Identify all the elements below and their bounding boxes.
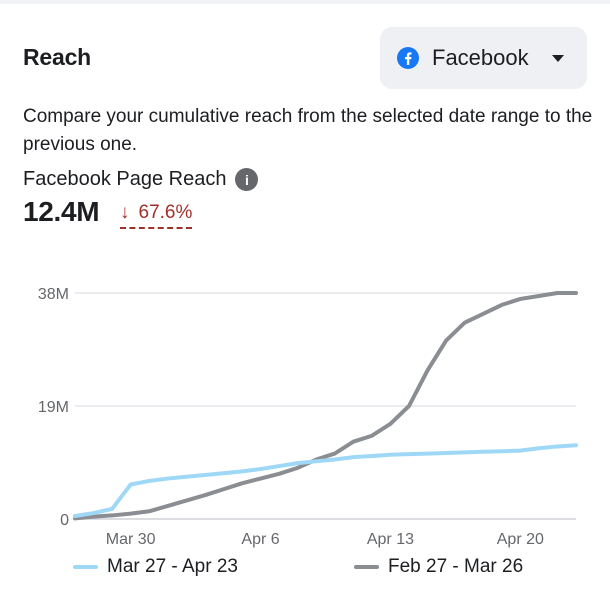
change-value: 67.6%	[138, 202, 193, 223]
card-description: Compare your cumulative reach from the s…	[23, 106, 593, 155]
info-icon[interactable]: i	[235, 168, 259, 191]
legend-label-previous: Feb 27 - Mar 26	[388, 556, 524, 577]
series-line-previous[interactable]	[73, 291, 578, 521]
y-tick-label: 19M	[38, 399, 69, 416]
metric-label-row: Facebook Page Reach i	[23, 168, 259, 191]
y-tick-label: 0	[60, 512, 69, 529]
facebook-icon	[397, 47, 419, 69]
metric-label: Facebook Page Reach	[23, 168, 227, 190]
platform-dropdown[interactable]: Facebook	[380, 27, 587, 89]
legend-swatch-current	[73, 565, 98, 569]
legend-label-current: Mar 27 - Apr 23	[107, 556, 238, 577]
card-title: Reach	[23, 44, 92, 70]
reach-line-chart: 38M 19M 0 Mar 30 Apr 6 Apr 13 Apr 20	[38, 286, 578, 548]
top-divider	[0, 0, 610, 4]
change-indicator[interactable]: ↓ 67.6%	[120, 202, 193, 229]
caret-down-icon	[552, 55, 564, 62]
legend-item-current[interactable]: Mar 27 - Apr 23	[73, 556, 238, 578]
series-line-current[interactable]	[73, 443, 578, 519]
arrow-down-icon: ↓	[120, 202, 130, 223]
chart-legend: Mar 27 - Apr 23 Feb 27 - Mar 26	[0, 556, 610, 586]
legend-item-previous[interactable]: Feb 27 - Mar 26	[354, 556, 523, 578]
y-tick-label: 38M	[38, 286, 69, 303]
x-tick-label: Mar 30	[106, 531, 156, 548]
platform-label: Facebook	[432, 45, 529, 70]
legend-swatch-previous	[354, 565, 379, 569]
metric-value: 12.4M	[23, 196, 100, 227]
x-tick-label: Apr 20	[497, 531, 544, 548]
x-tick-label: Apr 13	[367, 531, 414, 548]
x-tick-label: Apr 6	[241, 531, 279, 548]
